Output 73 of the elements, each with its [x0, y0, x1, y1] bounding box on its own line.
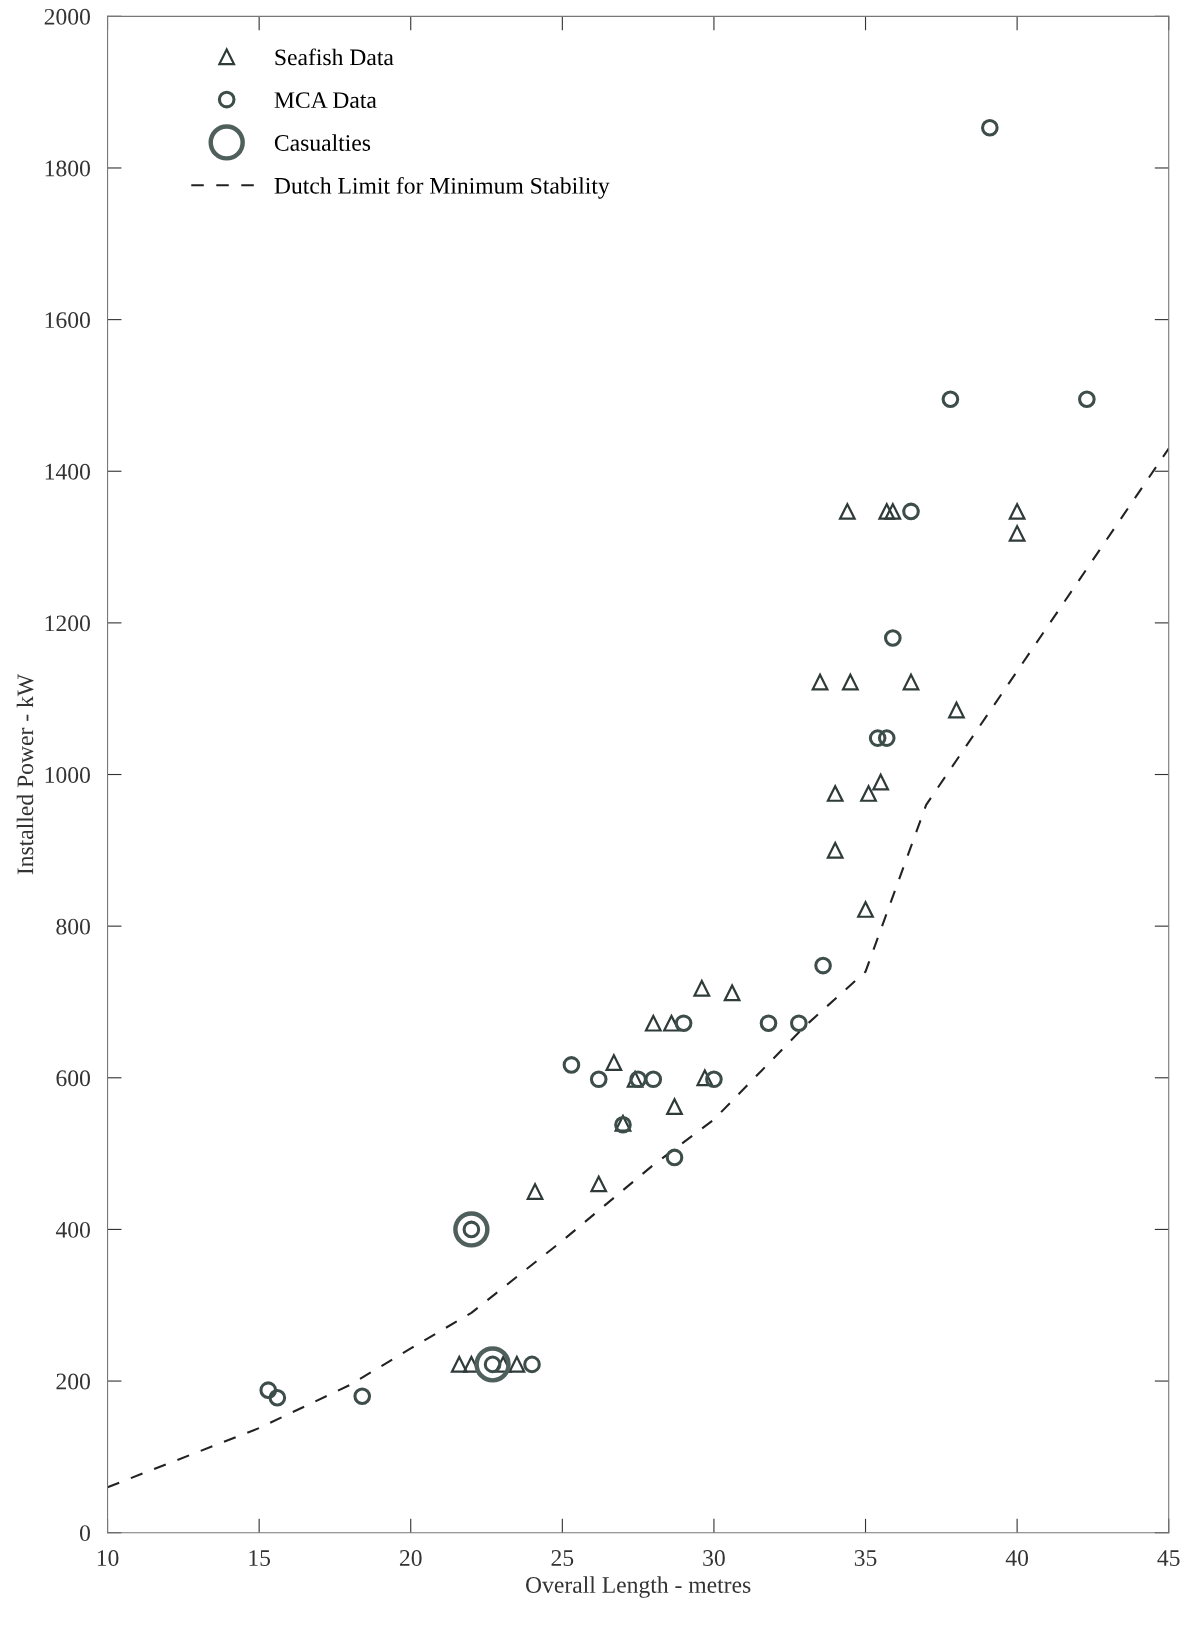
point	[450, 1355, 468, 1373]
point	[663, 1014, 680, 1032]
x-tick-label: 20	[399, 1550, 422, 1566]
point	[665, 1148, 684, 1167]
point	[1008, 525, 1026, 542]
point	[666, 1098, 683, 1115]
point	[696, 1069, 714, 1087]
point	[590, 1175, 608, 1193]
point	[644, 1014, 662, 1032]
y-tick-label: 400	[55, 1221, 90, 1238]
point	[872, 773, 890, 791]
point	[268, 1388, 287, 1407]
point	[814, 956, 832, 975]
point	[1078, 390, 1096, 409]
x-tick-label: 10	[97, 1550, 119, 1566]
point	[790, 1014, 808, 1033]
point	[884, 503, 902, 520]
point	[723, 984, 741, 1002]
point	[526, 1183, 544, 1200]
point	[857, 901, 874, 918]
point	[605, 1054, 623, 1072]
point	[868, 729, 887, 747]
legend-label: MCA Data	[274, 92, 377, 109]
point	[981, 118, 999, 137]
point	[644, 1070, 663, 1089]
x-tick-label: 30	[703, 1550, 725, 1566]
point	[841, 673, 859, 691]
y-tick-label: 200	[56, 1373, 90, 1390]
point	[259, 1381, 278, 1399]
y-tick-label: 1400	[45, 463, 90, 480]
legend-label: Seafish Data	[275, 48, 394, 66]
y-tick-label: 1800	[45, 160, 90, 177]
point	[826, 785, 844, 802]
legend-label: Casualties	[274, 134, 371, 151]
x-tick-label: 35	[854, 1550, 877, 1566]
point	[883, 629, 902, 647]
y-tick-label: 1600	[45, 312, 90, 329]
point	[902, 502, 920, 521]
point	[838, 503, 856, 520]
x-tick-label: 40	[1005, 1550, 1029, 1566]
point	[1008, 503, 1026, 520]
x-axis-title: Overall Length - metres	[526, 1576, 751, 1598]
point	[508, 1355, 526, 1373]
point	[674, 1014, 693, 1033]
point	[941, 390, 960, 409]
point	[523, 1355, 541, 1374]
y-tick-label: 2000	[44, 8, 90, 25]
y-axis-title: Installed Power - kW	[16, 673, 34, 875]
x-tick-label: 25	[551, 1550, 574, 1566]
point	[353, 1387, 372, 1406]
point	[860, 785, 877, 802]
point	[759, 1014, 778, 1033]
y-tick-label: 1200	[45, 615, 90, 632]
point	[705, 1070, 723, 1089]
y-tick-label: 600	[56, 1070, 90, 1087]
x-tick-label: 45	[1157, 1550, 1180, 1566]
point	[562, 1056, 581, 1074]
line-series	[107, 447, 1169, 1489]
point	[474, 1346, 511, 1383]
point	[877, 729, 896, 747]
x-tick-label: 15	[249, 1550, 271, 1566]
point	[826, 841, 844, 859]
y-tick-label: 0	[79, 1525, 90, 1542]
point	[693, 979, 711, 997]
point	[878, 503, 896, 520]
point	[902, 673, 920, 691]
y-tick-label: 800	[56, 918, 90, 935]
point	[453, 1211, 490, 1248]
point	[948, 701, 965, 719]
legend-label: Dutch Limit for Minimum Stability	[274, 176, 610, 199]
point	[589, 1070, 608, 1089]
point	[811, 673, 829, 691]
y-tick-label: 1000	[45, 767, 90, 783]
